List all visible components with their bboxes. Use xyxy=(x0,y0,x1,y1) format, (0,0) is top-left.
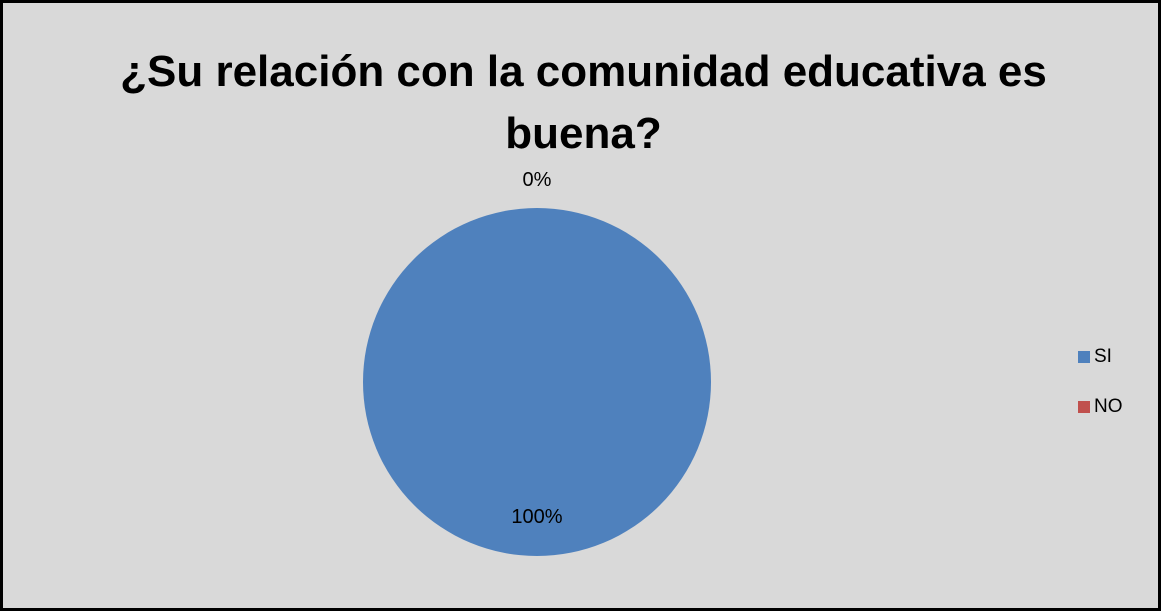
chart-title-line-1: ¿Su relación con la comunidad educativa … xyxy=(120,47,1047,96)
data-label-si: 100% xyxy=(511,506,562,528)
legend-label-si: SI xyxy=(1094,346,1112,367)
chart-title-line-2: buena? xyxy=(505,109,662,158)
pie-slice-si xyxy=(363,208,711,556)
legend-swatch-si xyxy=(1078,351,1090,363)
legend-item-si: SI xyxy=(1078,344,1123,370)
data-label-no: 0% xyxy=(523,169,552,191)
legend-label-no: NO xyxy=(1094,396,1123,417)
legend: SI NO xyxy=(1078,344,1123,444)
legend-swatch-no xyxy=(1078,401,1090,413)
chart-title: ¿Su relación con la comunidad educativa … xyxy=(3,41,1161,165)
legend-item-no: NO xyxy=(1078,394,1123,420)
